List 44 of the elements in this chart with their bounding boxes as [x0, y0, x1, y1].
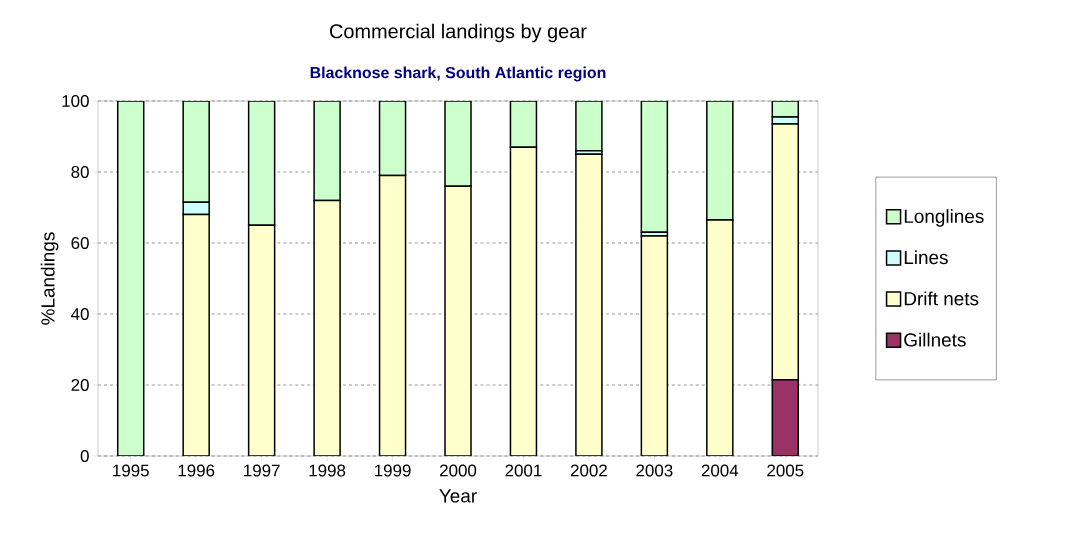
legend-label: Lines: [904, 250, 948, 265]
legend-label: Gillnets: [904, 332, 966, 347]
x-tick-label: 2005: [767, 464, 804, 477]
y-tick-label: 0: [80, 450, 89, 462]
x-tick-label: 1996: [178, 464, 215, 477]
chart-subtitle: Blacknose shark, South Atlantic region: [310, 66, 606, 82]
x-tick-label: 2002: [570, 464, 607, 477]
bar: [509, 101, 538, 148]
bar: [313, 199, 341, 456]
x-tick-label: 2004: [701, 464, 739, 477]
x-tick-label: 1999: [375, 464, 411, 477]
x-tick-label: 2000: [440, 464, 477, 477]
bar: [444, 185, 472, 456]
x-tick-label: 1997: [244, 464, 280, 477]
chart-title: Commercial landings by gear: [330, 23, 587, 43]
x-tick-label: 2001: [505, 464, 542, 477]
bar: [378, 101, 407, 177]
bar: [706, 219, 734, 456]
y-tick-label: 80: [71, 166, 89, 178]
bar: [640, 235, 669, 456]
bar: [247, 101, 276, 226]
x-tick-label: 1995: [113, 464, 149, 477]
bar: [182, 101, 210, 203]
legend-label: Longlines: [904, 209, 984, 227]
bar: [575, 153, 603, 456]
bar: [116, 101, 145, 456]
y-tick-label: 60: [71, 237, 89, 249]
y-axis-title: %Landings: [40, 232, 59, 325]
legend-label: Drift nets: [904, 291, 979, 306]
bar: [640, 101, 669, 234]
x-axis-title: Year: [439, 489, 477, 503]
bar: [706, 101, 734, 221]
bar: [247, 224, 276, 456]
bar: [182, 213, 210, 456]
bar: [771, 123, 800, 381]
bar: [509, 146, 538, 456]
y-tick-label: 100: [62, 95, 89, 107]
x-tick-label: 2003: [636, 464, 673, 477]
bar: [313, 101, 341, 202]
bar: [378, 174, 407, 456]
x-tick-label: 1998: [309, 464, 346, 477]
y-tick-label: 40: [71, 308, 89, 320]
bar: [444, 101, 472, 187]
y-tick-label: 20: [71, 379, 89, 391]
